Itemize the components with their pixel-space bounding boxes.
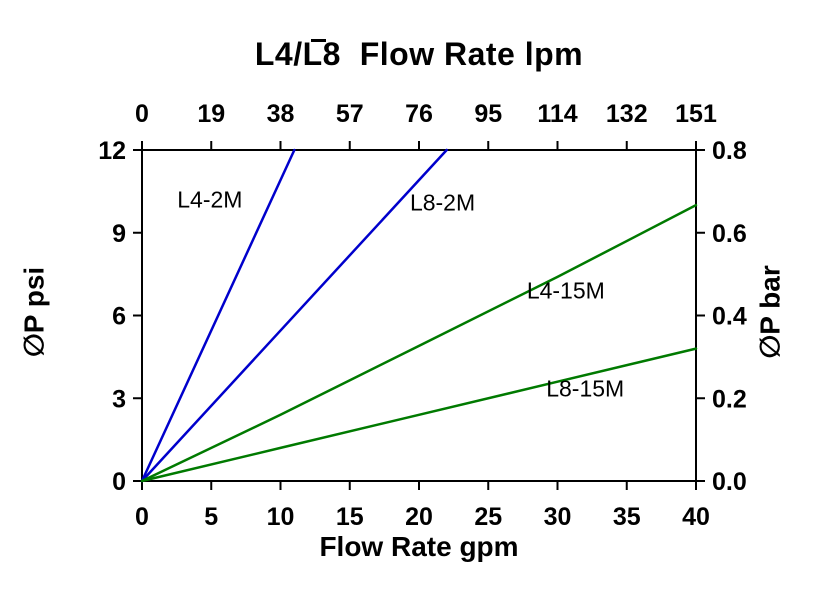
series-label-L8-15M: L8-15M	[546, 376, 624, 402]
y2-tick-label: 0.4	[712, 303, 747, 331]
y2-tick-label: 0.8	[712, 137, 747, 165]
y-axis-title: ∅P psi	[18, 266, 50, 358]
y2-tick-label: 0.2	[712, 385, 747, 413]
x2-tick-label: 57	[336, 100, 364, 128]
x2-tick-label: 19	[197, 100, 225, 128]
y-tick-label: 6	[112, 303, 126, 331]
secondary-y-axis-title: ∅P bar	[754, 265, 786, 359]
series-label-L4-15M: L4-15M	[527, 278, 605, 304]
x2-tick-label: 95	[474, 100, 502, 128]
x-tick-label: 15	[336, 503, 364, 531]
x2-tick-label: 0	[135, 100, 149, 128]
series-line-L4-2M	[140, 148, 296, 483]
y-tick-label: 9	[112, 220, 126, 248]
x-tick-label: 30	[544, 503, 572, 531]
x2-tick-label: 76	[405, 100, 433, 128]
x-tick-label: 25	[474, 503, 502, 531]
y-tick-label: 0	[112, 468, 126, 496]
series-line-L8-15M	[140, 347, 698, 483]
series-label-L8-2M: L8-2M	[410, 189, 475, 215]
stray-overline-mark	[311, 39, 326, 42]
y2-tick-label: 0.6	[712, 220, 747, 248]
x-tick-label: 35	[613, 503, 641, 531]
x-tick-label: 10	[267, 503, 295, 531]
series-label-L4-2M: L4-2M	[177, 187, 242, 213]
chart-title: L4/L8 Flow Rate lpm	[254, 36, 584, 72]
y-tick-label: 3	[112, 385, 126, 413]
x-tick-label: 0	[135, 503, 149, 531]
y2-tick-label: 0.0	[712, 468, 747, 496]
x-tick-label: 5	[204, 503, 218, 531]
x2-tick-label: 132	[606, 100, 648, 128]
x-tick-label: 40	[682, 503, 710, 531]
x2-tick-label: 114	[537, 100, 577, 128]
series-line-L4-15M	[140, 203, 698, 483]
x2-tick-label: 38	[267, 100, 295, 128]
x2-tick-label: 151	[675, 100, 717, 128]
x-axis-title: Flow Rate gpm	[319, 531, 519, 562]
y-tick-label: 12	[98, 137, 126, 165]
series-line-L8-2M	[140, 148, 448, 483]
x-tick-label: 20	[405, 503, 433, 531]
